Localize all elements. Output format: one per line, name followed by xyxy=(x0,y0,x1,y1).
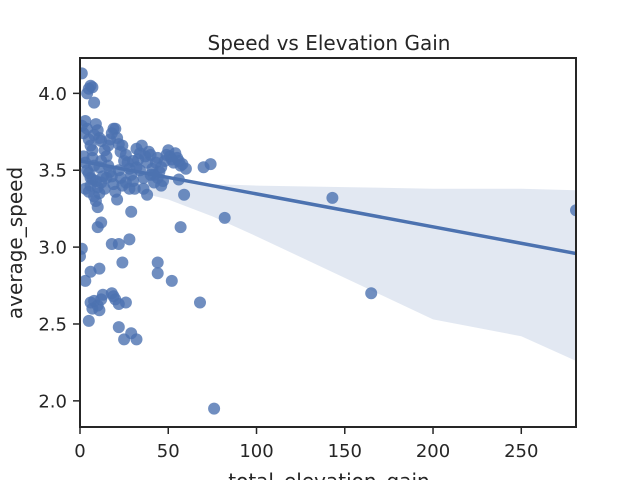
data-point xyxy=(151,267,164,280)
confidence-band-layer xyxy=(80,157,576,361)
data-point xyxy=(98,182,111,195)
x-tick-label: 100 xyxy=(239,441,273,462)
y-axis-label: average_speed xyxy=(3,167,27,319)
x-tick-label: 200 xyxy=(416,441,450,462)
data-point xyxy=(100,150,113,163)
data-point xyxy=(123,182,136,195)
data-point xyxy=(95,216,108,229)
x-axis-label: total_elevation_gain xyxy=(228,469,429,480)
data-point xyxy=(93,262,106,275)
data-point xyxy=(194,296,206,309)
data-point xyxy=(155,179,168,192)
x-axis: 0 50 100 150 200 250 xyxy=(74,427,538,462)
data-point xyxy=(109,122,122,135)
data-point xyxy=(96,288,109,301)
data-point xyxy=(218,211,231,224)
data-points-layer xyxy=(80,67,576,415)
data-point xyxy=(130,142,143,155)
confidence-band xyxy=(80,157,576,361)
data-point xyxy=(141,188,154,201)
chart-title: Speed vs Elevation Gain xyxy=(208,31,451,55)
data-point xyxy=(165,274,178,287)
regression-line xyxy=(80,159,576,256)
data-point xyxy=(326,191,339,204)
data-point xyxy=(116,139,129,152)
data-point xyxy=(365,287,378,300)
data-point xyxy=(112,238,125,250)
y-axis: 2.0 2.5 3.0 3.5 4.0 xyxy=(38,84,80,412)
x-tick-label: 0 xyxy=(74,441,85,462)
data-point xyxy=(208,402,221,415)
plot-frame xyxy=(79,57,577,428)
regression-line-layer xyxy=(80,159,576,256)
data-point xyxy=(80,67,88,80)
data-point xyxy=(80,274,92,287)
data-point xyxy=(86,81,99,94)
data-point xyxy=(204,158,217,171)
y-tick-label: 4.0 xyxy=(38,84,67,105)
data-point xyxy=(88,96,101,109)
data-point xyxy=(570,204,576,217)
data-point xyxy=(112,321,125,334)
y-tick-label: 3.0 xyxy=(38,238,67,259)
data-point xyxy=(93,304,106,317)
x-tick-label: 250 xyxy=(504,441,538,462)
data-point xyxy=(178,188,191,201)
data-point xyxy=(116,256,129,269)
data-point xyxy=(82,314,95,327)
data-point xyxy=(125,205,138,218)
data-point xyxy=(130,333,143,346)
data-point xyxy=(174,221,187,234)
data-point xyxy=(151,256,164,269)
data-point xyxy=(80,250,86,263)
y-tick-label: 2.0 xyxy=(38,391,67,412)
data-point xyxy=(179,162,192,175)
x-tick-label: 150 xyxy=(328,441,362,462)
y-tick-label: 3.5 xyxy=(38,161,67,182)
x-tick-label: 50 xyxy=(157,441,180,462)
data-point xyxy=(111,193,124,206)
data-point xyxy=(127,155,139,167)
data-point xyxy=(123,233,136,246)
y-tick-label: 2.5 xyxy=(38,314,67,335)
data-point xyxy=(91,201,104,214)
data-point xyxy=(119,296,132,309)
